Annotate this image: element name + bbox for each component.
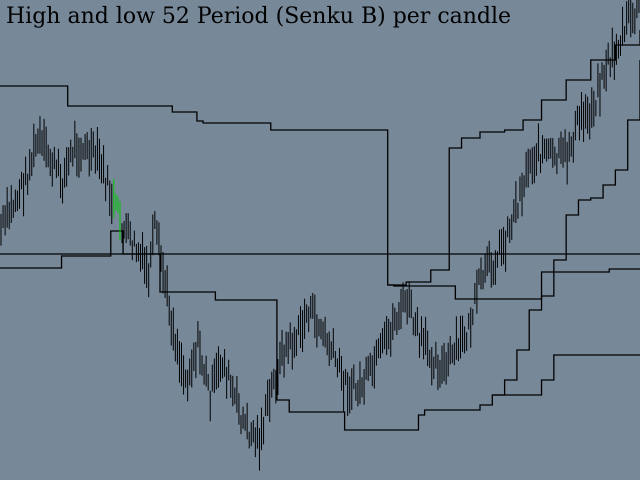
channel-line-high52 — [0, 85, 640, 300]
channel-line-low52 — [0, 230, 640, 431]
channel-line-lower-tail — [492, 60, 640, 396]
channel-line-upper-tail — [387, 30, 640, 286]
chart-title: High and low 52 Period (Senku B) per can… — [6, 4, 512, 29]
